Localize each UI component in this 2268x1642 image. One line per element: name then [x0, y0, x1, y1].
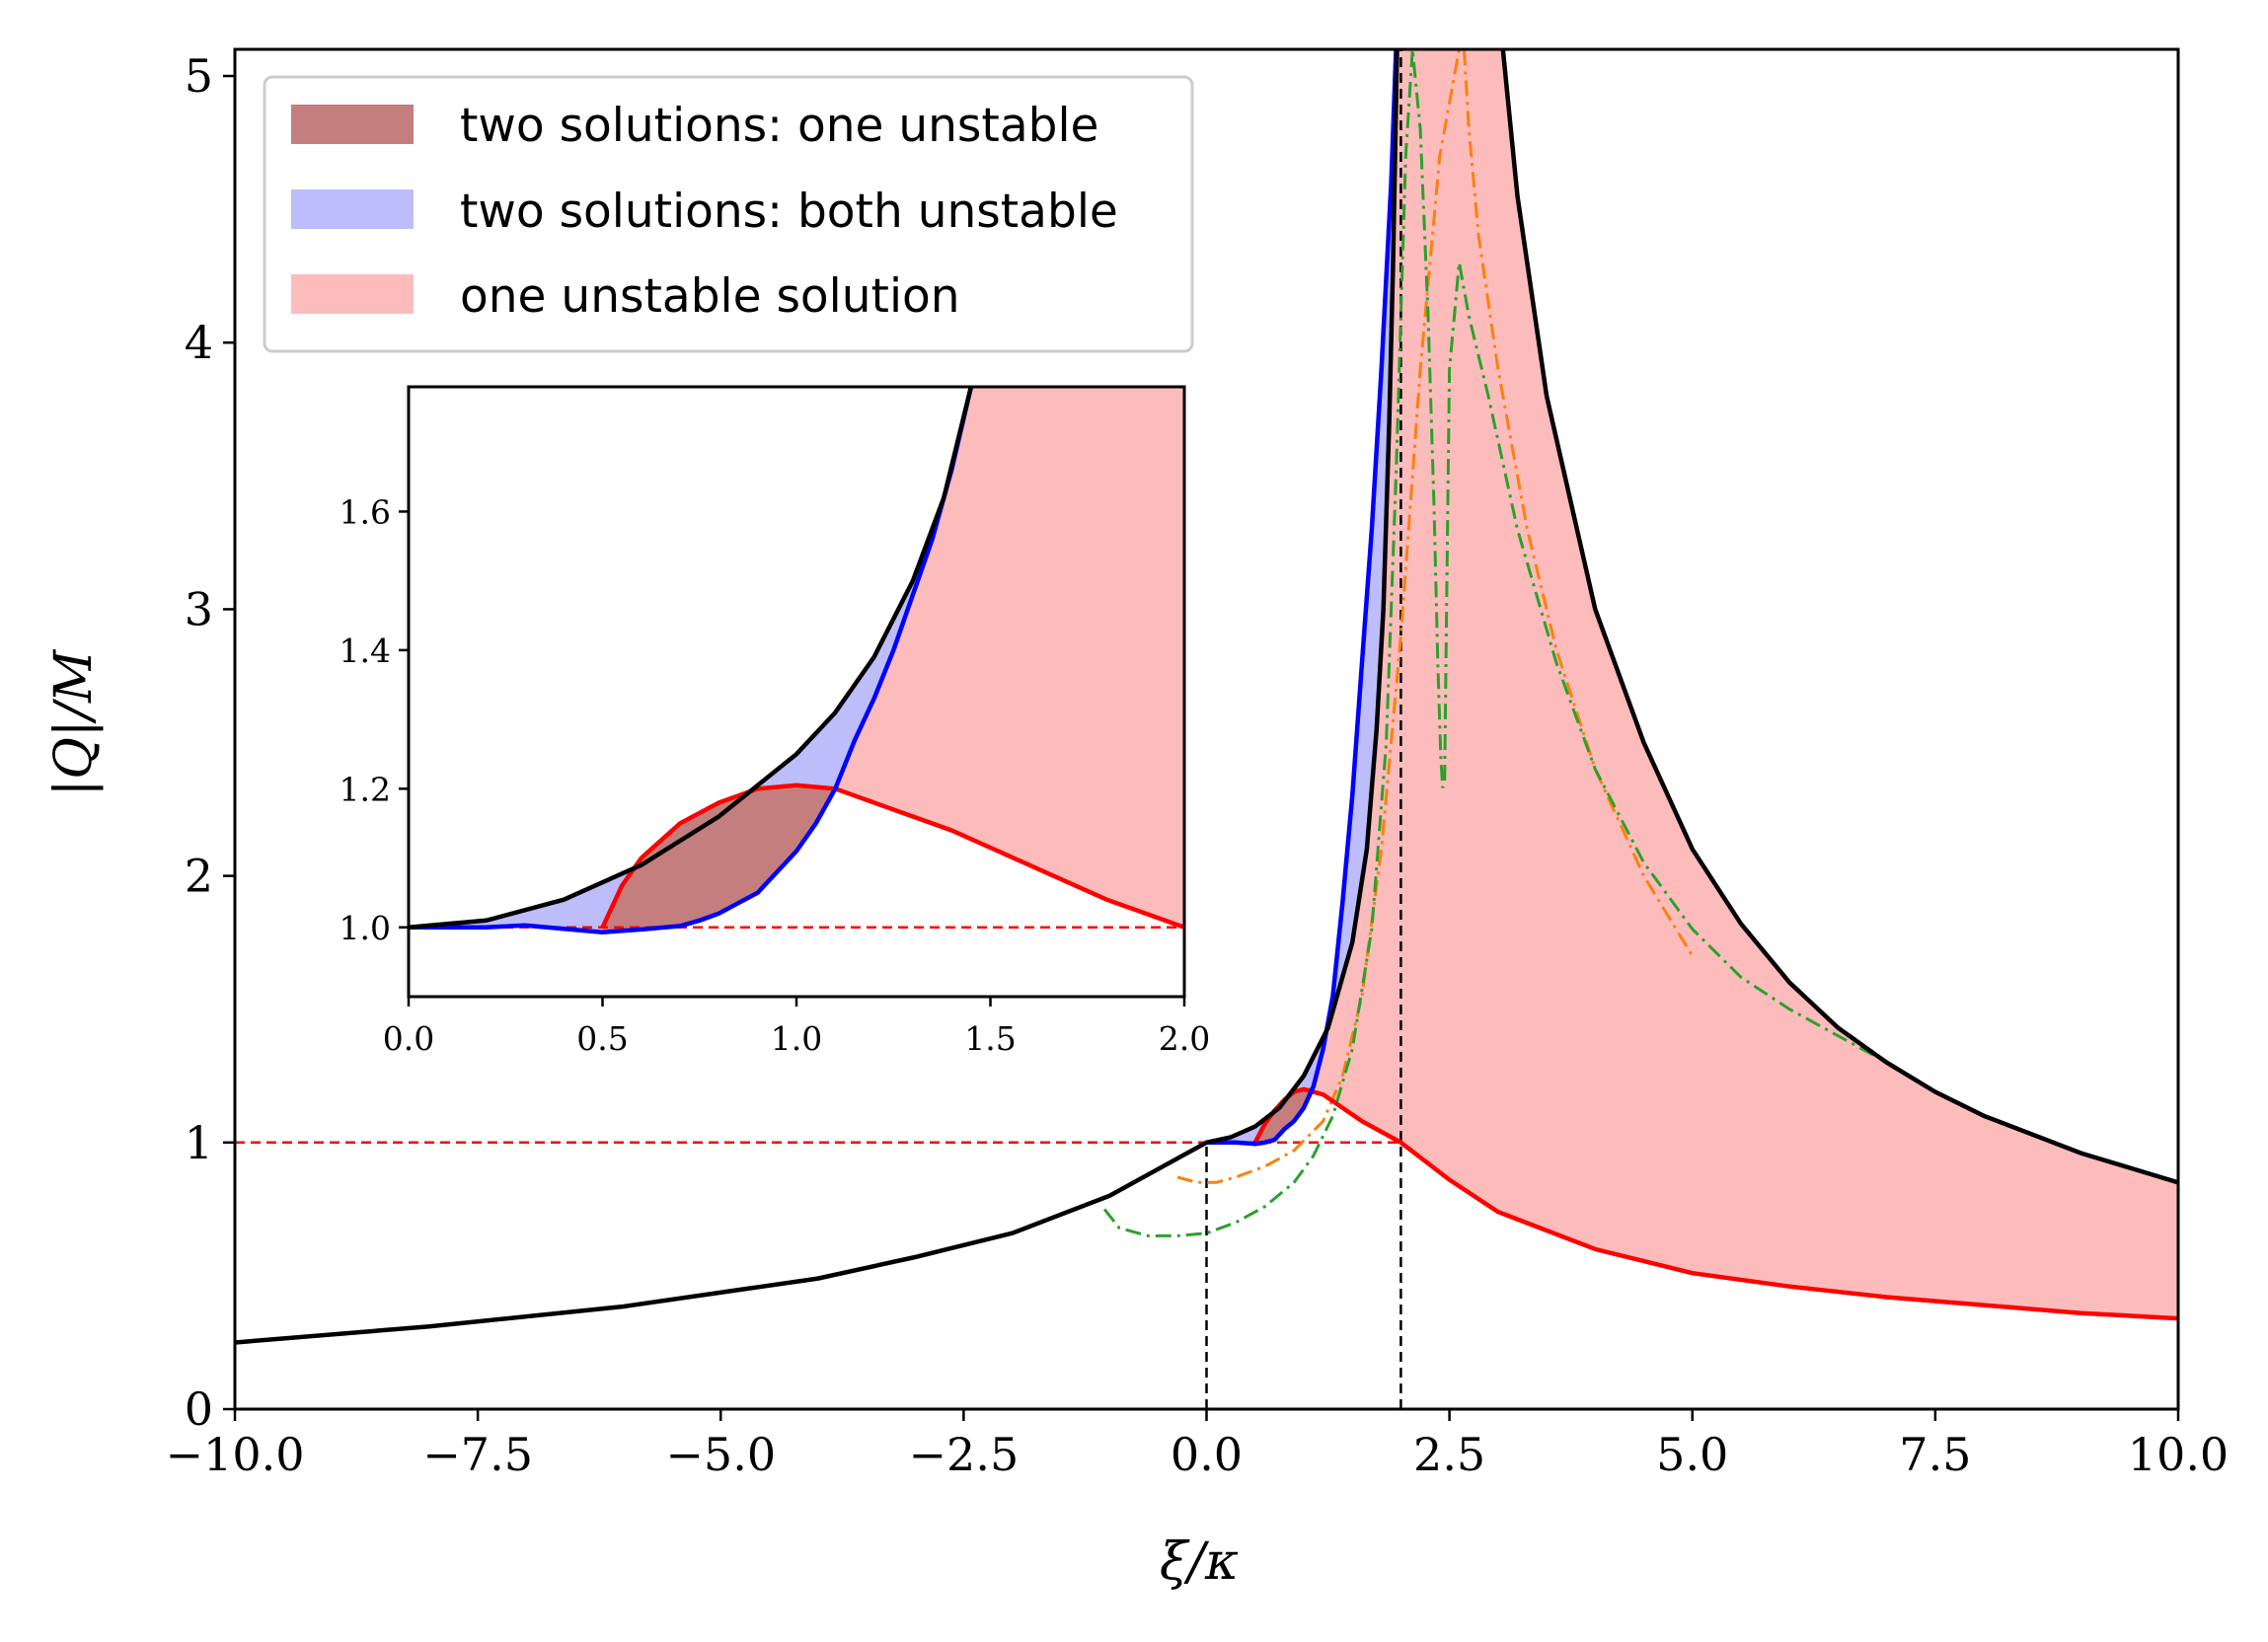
- legend-swatch-one-unstable-solution: [291, 274, 414, 314]
- fill-one-unstable-of-two: [1254, 1086, 1314, 1145]
- orange-dashdot-curve: [1176, 49, 1695, 1184]
- inset-y-tick-label: 1.0: [340, 909, 391, 947]
- inset-blue-curve: [409, 387, 974, 934]
- legend-swatch-both-unstable: [291, 189, 414, 229]
- black-upper-bound-curve: [235, 49, 1399, 1345]
- legend-label-one-unstable-solution: one unstable solution: [460, 269, 960, 324]
- legend-swatch-one-unstable-of-two: [291, 105, 414, 144]
- y-tick-label: 2: [185, 850, 213, 903]
- y-tick-label: 0: [185, 1382, 213, 1436]
- legend-label-one-unstable-of-two: two solutions: one unstable: [460, 99, 1098, 153]
- inset-y-tick-label: 1.4: [340, 632, 391, 670]
- inset-y-tick-label: 1.2: [340, 770, 391, 808]
- inset-x-tick-label: 1.0: [771, 1019, 822, 1058]
- green-dashdot-curve: [1102, 49, 1878, 1237]
- legend-label-both-unstable: two solutions: both unstable: [460, 185, 1118, 239]
- x-tick-label: −5.0: [665, 1428, 776, 1481]
- main-plot-marks: [235, 49, 2178, 1409]
- blue-curve: [1206, 49, 1399, 1147]
- x-tick-label: −7.5: [422, 1428, 533, 1481]
- inset-x-tick-label: 2.0: [1159, 1019, 1210, 1058]
- y-tick-label: 5: [185, 49, 213, 103]
- inset-x-tick-label: 1.5: [964, 1019, 1016, 1058]
- fill-one-unstable-solution: [1206, 49, 2178, 1319]
- black-upper-bound-right-branch: [1500, 49, 2178, 1185]
- x-tick-label: 7.5: [1899, 1428, 1971, 1481]
- legend: two solutions: one unstable two solution…: [263, 75, 1194, 353]
- inset-x-tick-label: 0.0: [383, 1019, 434, 1058]
- inset-fill-one-unstable-solution: [835, 387, 1184, 928]
- x-tick-label: 0.0: [1171, 1428, 1243, 1481]
- x-tick-label: −2.5: [909, 1428, 1020, 1481]
- y-tick-label: 3: [185, 582, 213, 635]
- inset-fill-one-unstable-of-two: [602, 784, 836, 933]
- y-tick-label: 4: [185, 316, 213, 369]
- y-tick-label: 1: [185, 1116, 213, 1169]
- fill-both-unstable: [1206, 49, 1399, 1145]
- x-tick-label: 2.5: [1413, 1428, 1485, 1481]
- x-axis-title: ξ/κ: [1160, 1532, 1239, 1592]
- x-tick-label: 10.0: [2128, 1428, 2229, 1481]
- x-tick-label: −10.0: [166, 1428, 305, 1481]
- inset-plot-area: 0.0 0.5 1.0 1.5 2.0 1.0 1.2 1.4 1.6: [340, 385, 1210, 1058]
- inset-marks: [409, 387, 1184, 934]
- y-axis-title: |Q|/M: [44, 648, 104, 796]
- inset-red-curve: [600, 783, 1184, 930]
- inset-y-tick-label: 1.6: [340, 492, 391, 531]
- inset-x-tick-label: 0.5: [576, 1019, 628, 1058]
- main-plot-area: −10.0 −7.5 −5.0 −2.5 0.0 2.5 5.0 7.5 10.0 0 1 2 3 4 5: [166, 47, 2229, 1481]
- legend-frame: [263, 75, 1194, 353]
- x-tick-label: 5.0: [1656, 1428, 1728, 1481]
- inset-black-curve: [409, 387, 974, 931]
